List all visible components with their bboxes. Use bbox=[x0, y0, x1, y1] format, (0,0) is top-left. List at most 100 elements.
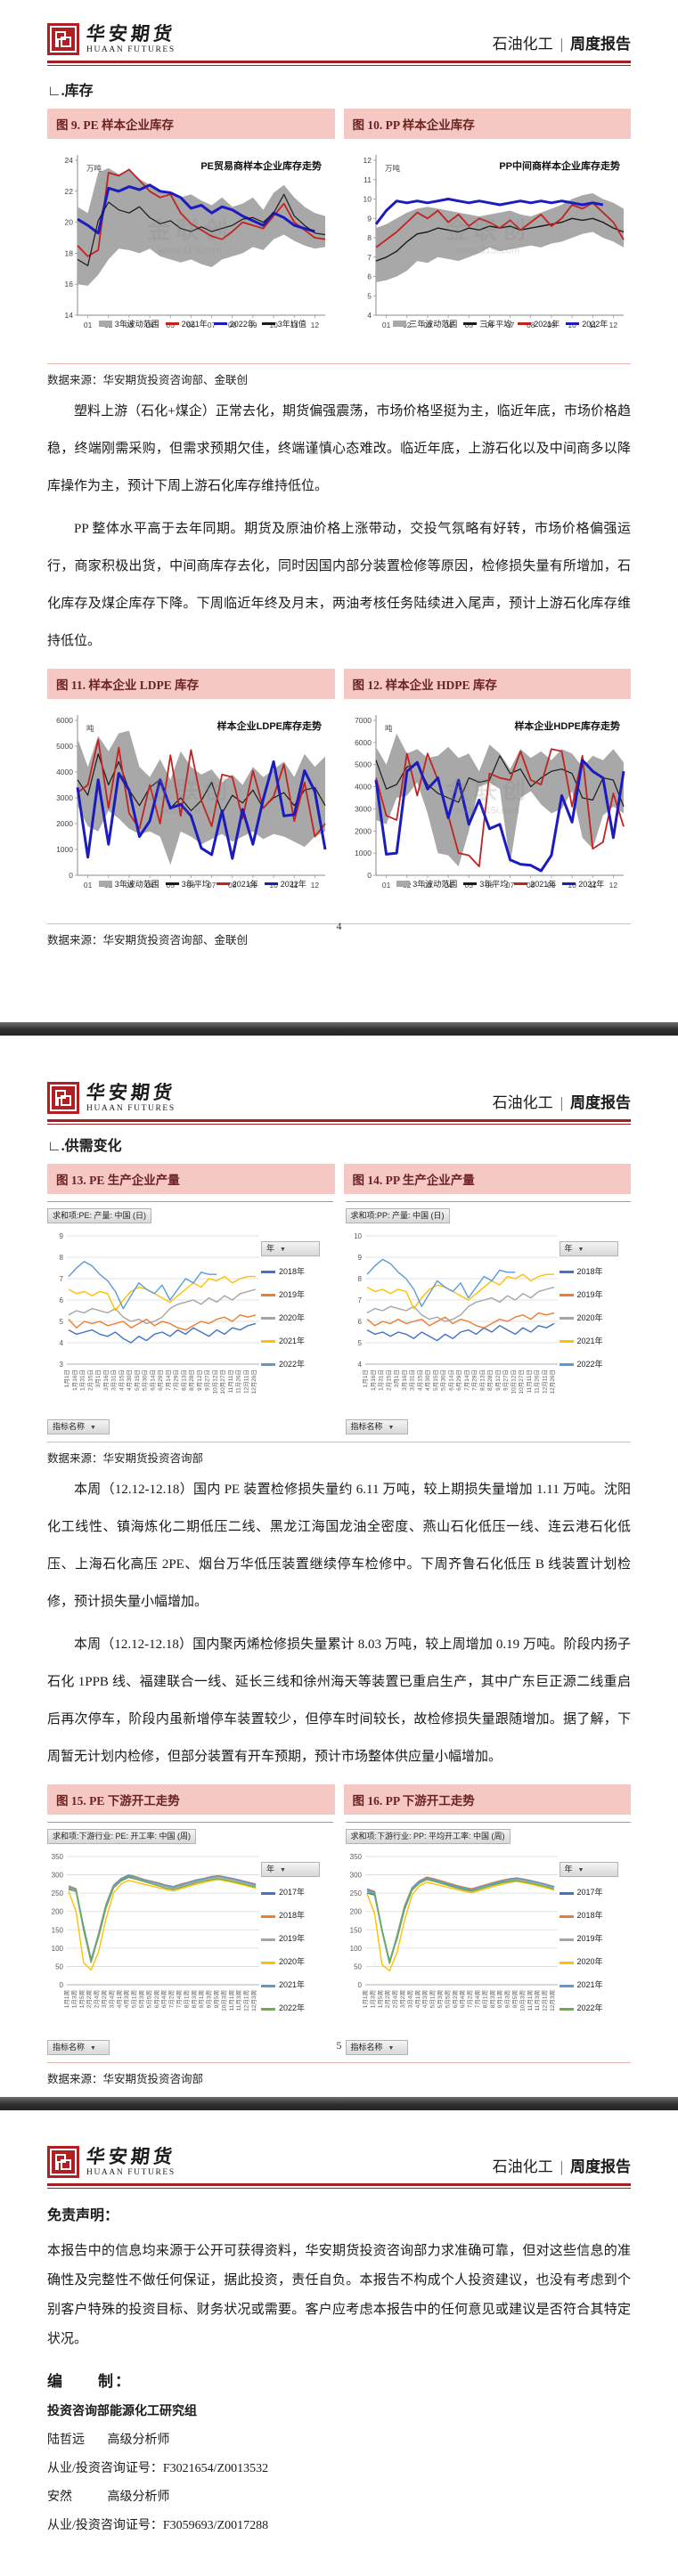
svg-text:06: 06 bbox=[485, 321, 494, 329]
figure-caption-banner: 图 13. PE 生产企业产量 图 14. PP 生产企业产量 bbox=[47, 1164, 631, 1194]
svg-text:12月1周: 12月1周 bbox=[243, 1990, 250, 2011]
report-header: 华安期货 HUAAN FUTURES 石油化工 | 周度报告 bbox=[47, 1036, 631, 1114]
svg-text:9: 9 bbox=[357, 1254, 362, 1262]
svg-text:11月11日: 11月11日 bbox=[525, 1369, 532, 1394]
svg-text:04: 04 bbox=[145, 321, 154, 329]
svg-text:9月3周: 9月3周 bbox=[206, 1990, 213, 2008]
svg-text:08: 08 bbox=[228, 881, 237, 890]
svg-text:350: 350 bbox=[52, 1853, 64, 1861]
svg-text:7: 7 bbox=[357, 1296, 362, 1304]
svg-text:2月15日: 2月15日 bbox=[385, 1369, 392, 1391]
svg-text:6月14日: 6月14日 bbox=[149, 1369, 156, 1391]
figure-caption-banner: 图 11. 样本企业 LDPE 库存 图 12. 样本企业 HDPE 库存 bbox=[47, 669, 631, 699]
body-paragraph: 塑料上游（石化+煤企）正常去化，期货偏强震荡，市场价格坚挺为主，临近年底，市场价… bbox=[47, 404, 631, 493]
page-separator bbox=[0, 1022, 678, 1036]
svg-text:6月2周: 6月2周 bbox=[153, 1990, 160, 2008]
svg-text:1月3周: 1月3周 bbox=[70, 1990, 78, 2008]
svg-text:02: 02 bbox=[403, 321, 412, 329]
svg-text:2月2周: 2月2周 bbox=[86, 1990, 93, 2008]
svg-text:11: 11 bbox=[588, 881, 596, 890]
data-source-note: 数据来源：华安期货投资咨询部、金联创 bbox=[47, 923, 631, 947]
svg-text:PP中间商样本企业库存走势: PP中间商样本企业库存走势 bbox=[499, 159, 620, 172]
svg-text:24: 24 bbox=[65, 156, 74, 165]
svg-text:9月27日: 9月27日 bbox=[204, 1369, 211, 1391]
svg-text:6000: 6000 bbox=[56, 716, 73, 725]
svg-text:1月5周: 1月5周 bbox=[78, 1990, 86, 2008]
figure-16-chart: 求和项:下游行业: PP: 平均开工率: 中国 (周) 0 50 100 150 200 2… bbox=[345, 1822, 631, 2056]
svg-text:8月3周: 8月3周 bbox=[488, 1990, 495, 2008]
svg-text:09: 09 bbox=[249, 321, 257, 329]
svg-text:05: 05 bbox=[464, 881, 473, 890]
svg-text:5月1周: 5月1周 bbox=[429, 1990, 436, 2008]
svg-text:05: 05 bbox=[167, 881, 176, 890]
svg-text:10月12日: 10月12日 bbox=[510, 1369, 517, 1394]
brand-block: 华安期货 HUAAN FUTURES bbox=[47, 2145, 177, 2178]
svg-text:6000: 6000 bbox=[355, 738, 372, 747]
svg-text:9月5周: 9月5周 bbox=[511, 1990, 519, 2008]
svg-text:8月13日: 8月13日 bbox=[180, 1369, 187, 1391]
svg-text:0: 0 bbox=[367, 871, 372, 880]
svg-text:12: 12 bbox=[609, 321, 617, 329]
svg-text:5: 5 bbox=[357, 1339, 362, 1347]
svg-text:1月1日: 1月1日 bbox=[362, 1369, 369, 1387]
svg-text:7月29日: 7月29日 bbox=[470, 1369, 478, 1391]
svg-text:7000: 7000 bbox=[355, 716, 372, 725]
svg-text:11: 11 bbox=[290, 881, 298, 890]
figure-14-chart: 求和项:PP: 产量: 中国 (日) 4 5 6 7 8 9 10 1月1日 1月16日 1月31日… bbox=[345, 1201, 631, 1435]
analyst-name: 安然 bbox=[47, 2491, 72, 2504]
svg-text:6: 6 bbox=[357, 1318, 362, 1326]
svg-text:5月30日: 5月30日 bbox=[142, 1369, 149, 1391]
svg-text:11: 11 bbox=[290, 321, 298, 329]
svg-text:10月27日: 10月27日 bbox=[219, 1369, 226, 1394]
svg-text:11: 11 bbox=[364, 175, 372, 184]
svg-text:5: 5 bbox=[367, 291, 372, 300]
svg-text:4月30日: 4月30日 bbox=[424, 1369, 431, 1391]
header-separator: | bbox=[560, 1094, 563, 1111]
svg-text:10: 10 bbox=[354, 1232, 362, 1240]
svg-text:11月3周: 11月3周 bbox=[534, 1990, 541, 2011]
figure-caption: 图 15. PE 下游开工走势 bbox=[47, 1784, 335, 1816]
svg-text:9月27日: 9月27日 bbox=[502, 1369, 509, 1391]
svg-text:7: 7 bbox=[60, 1275, 64, 1283]
figure-10-chart: 4 5 6 7 8 9 10 11 12 01 02 03 04 05 06 07 08 09 10 11 12 万吨 PP… bbox=[346, 146, 632, 356]
svg-text:12: 12 bbox=[609, 881, 617, 890]
brand-name-en: HUAAN FUTURES bbox=[86, 2168, 176, 2178]
svg-text:300: 300 bbox=[349, 1872, 362, 1880]
chart-row: 求和项:下游行业: PE: 开工率: 中国 (周) 0 50 100 150 200 250… bbox=[47, 1822, 631, 2056]
svg-text:07: 07 bbox=[208, 321, 216, 329]
svg-text:3: 3 bbox=[60, 1361, 64, 1369]
svg-text:07: 07 bbox=[505, 321, 514, 329]
figure-11-chart: 0100020003000400050006000010203040506070… bbox=[47, 706, 333, 916]
svg-text:2000: 2000 bbox=[56, 819, 73, 828]
svg-text:6月4周: 6月4周 bbox=[160, 1990, 167, 2008]
svg-text:9月1周: 9月1周 bbox=[198, 1990, 205, 2008]
svg-text:样本企业HDPE库存走势: 样本企业HDPE库存走势 bbox=[514, 719, 620, 732]
svg-text:8: 8 bbox=[357, 1275, 362, 1283]
svg-text:7月2周: 7月2周 bbox=[466, 1990, 473, 2008]
body-paragraph: 本周（12.12-12.18）国内 PE 装置检修损失量约 6.11 万吨，较上… bbox=[47, 1483, 631, 1610]
svg-text:07: 07 bbox=[208, 881, 216, 890]
svg-text:10月3周: 10月3周 bbox=[220, 1990, 227, 2011]
svg-text:7月4周: 7月4周 bbox=[474, 1990, 481, 2008]
svg-text:3月2周: 3月2周 bbox=[399, 1990, 406, 2008]
svg-text:3月16日: 3月16日 bbox=[400, 1369, 407, 1391]
brand-name-cn: 华安期货 bbox=[85, 2145, 177, 2167]
header-separator: | bbox=[560, 36, 563, 53]
svg-text:5月15日: 5月15日 bbox=[134, 1369, 141, 1391]
section-title-supply-demand: ∟.供需变化 bbox=[47, 1139, 122, 1154]
figure-caption: 图 13. PE 生产企业产量 bbox=[47, 1164, 335, 1194]
svg-text:11月26日: 11月26日 bbox=[533, 1369, 540, 1394]
svg-text:2月4周: 2月4周 bbox=[391, 1990, 398, 2008]
svg-text:5000: 5000 bbox=[56, 742, 73, 751]
svg-text:3月4周: 3月4周 bbox=[108, 1990, 115, 2008]
svg-text:11月1周: 11月1周 bbox=[526, 1990, 533, 2011]
svg-text:50: 50 bbox=[55, 1962, 63, 1971]
figure-15-chart: 求和项:下游行业: PE: 开工率: 中国 (周) 0 50 100 150 200 250… bbox=[47, 1822, 333, 2056]
svg-text:2月15日: 2月15日 bbox=[86, 1369, 94, 1391]
svg-text:250: 250 bbox=[349, 1889, 362, 1897]
svg-text:06: 06 bbox=[187, 881, 196, 890]
svg-text:01: 01 bbox=[381, 321, 390, 329]
svg-text:1月1周: 1月1周 bbox=[63, 1990, 70, 2008]
svg-text:5月3周: 5月3周 bbox=[437, 1990, 444, 2008]
svg-text:12: 12 bbox=[311, 321, 320, 329]
